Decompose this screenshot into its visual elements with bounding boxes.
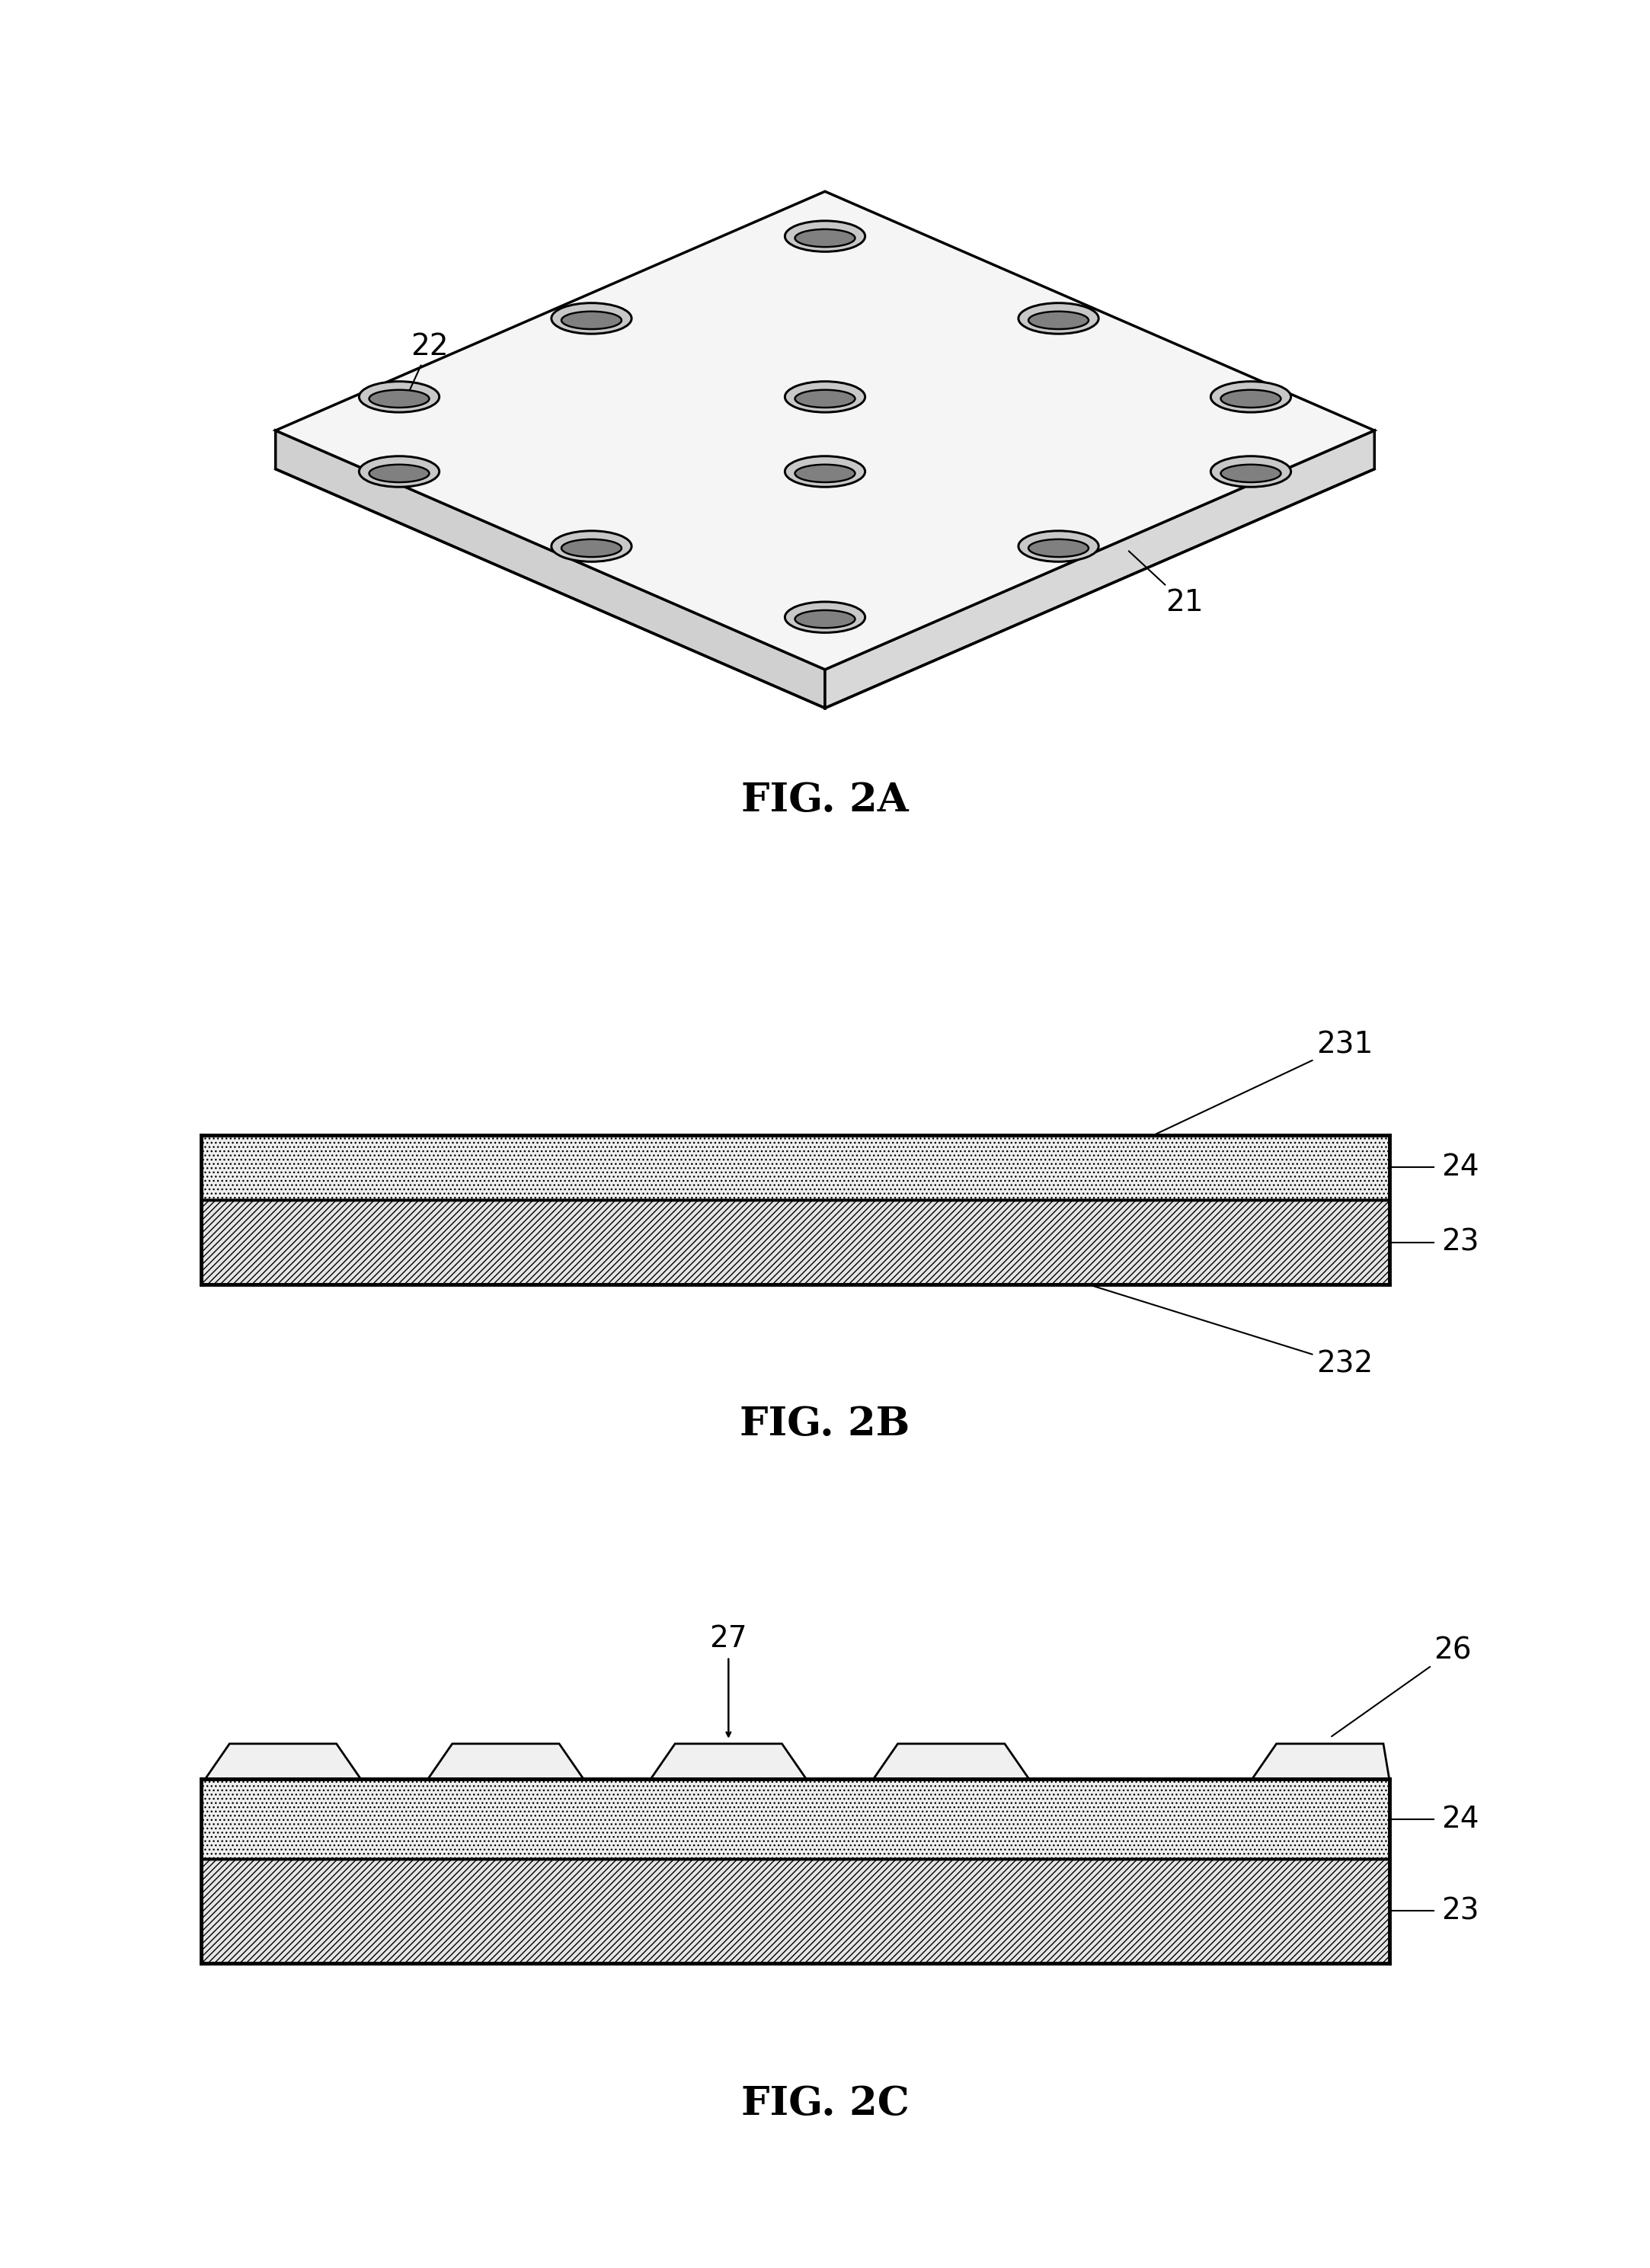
Polygon shape [205, 1744, 361, 1778]
Text: 24: 24 [1442, 1152, 1478, 1182]
Text: 23: 23 [1442, 1227, 1478, 1256]
Ellipse shape [785, 456, 865, 488]
Polygon shape [873, 1744, 1030, 1778]
Polygon shape [1252, 1744, 1389, 1778]
Ellipse shape [1018, 304, 1099, 333]
Text: 231: 231 [1157, 1030, 1373, 1134]
Text: 23: 23 [1442, 1896, 1478, 1926]
Ellipse shape [360, 381, 439, 413]
Text: 22: 22 [408, 333, 449, 395]
Ellipse shape [561, 540, 622, 558]
Polygon shape [276, 431, 825, 708]
Ellipse shape [795, 465, 855, 483]
Text: 21: 21 [1129, 551, 1203, 617]
Polygon shape [650, 1744, 807, 1778]
Ellipse shape [795, 229, 855, 247]
Ellipse shape [561, 311, 622, 329]
Ellipse shape [1018, 531, 1099, 562]
Bar [201, 1200, 1389, 1284]
Ellipse shape [1211, 456, 1290, 488]
Ellipse shape [795, 610, 855, 628]
Ellipse shape [785, 601, 865, 633]
Ellipse shape [1221, 465, 1280, 483]
Bar [201, 1134, 1389, 1200]
Ellipse shape [1028, 540, 1089, 558]
Polygon shape [825, 431, 1374, 708]
Text: FIG. 2C: FIG. 2C [741, 2084, 909, 2123]
Text: 24: 24 [1442, 1805, 1478, 1833]
Text: FIG. 2B: FIG. 2B [739, 1404, 911, 1445]
Ellipse shape [551, 531, 632, 562]
Ellipse shape [360, 456, 439, 488]
Bar [201, 1778, 1389, 1860]
Text: 27: 27 [710, 1624, 747, 1653]
Text: 26: 26 [1332, 1635, 1472, 1737]
Ellipse shape [551, 304, 632, 333]
Ellipse shape [795, 390, 855, 408]
Polygon shape [276, 191, 1374, 669]
Ellipse shape [1211, 381, 1290, 413]
Polygon shape [427, 1744, 584, 1778]
Ellipse shape [785, 220, 865, 252]
Text: FIG. 2A: FIG. 2A [741, 780, 909, 821]
Ellipse shape [1221, 390, 1280, 408]
Ellipse shape [370, 390, 429, 408]
Text: 232: 232 [1091, 1286, 1373, 1379]
Ellipse shape [1028, 311, 1089, 329]
Bar [201, 1860, 1389, 1964]
Ellipse shape [370, 465, 429, 483]
Ellipse shape [785, 381, 865, 413]
